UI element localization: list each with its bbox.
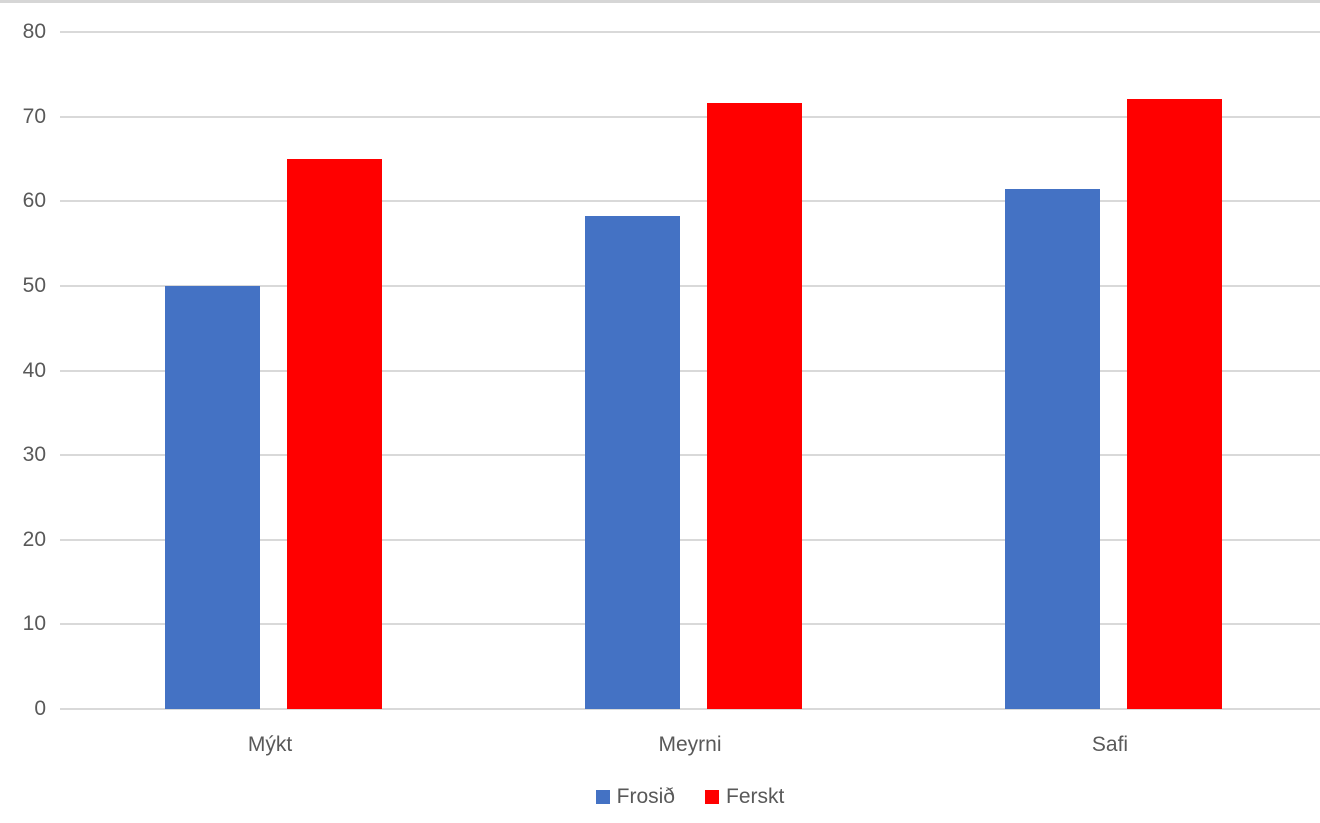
gridline-50 — [60, 284, 1320, 287]
legend-item-frosid[interactable]: Frosið — [595, 785, 675, 809]
gridline-30 — [60, 454, 1320, 457]
legend-item-ferskt[interactable]: Ferskt — [705, 785, 784, 809]
legend-label-frosid: Frosið — [616, 785, 675, 808]
bar-frosið-safi[interactable] — [1005, 188, 1100, 709]
gridline-70 — [60, 115, 1320, 118]
window-top-edge — [0, 0, 1320, 3]
y-tick-label-20: 20 — [22, 527, 46, 551]
bar-ferskt-mýkt[interactable] — [287, 158, 382, 709]
y-tick-label-40: 40 — [22, 358, 46, 382]
gridline-0 — [60, 708, 1320, 710]
bar-frosið-mýkt[interactable] — [165, 285, 260, 709]
bar-ferskt-safi[interactable] — [1127, 98, 1222, 709]
legend-label-ferskt: Ferskt — [726, 785, 785, 808]
bar-ferskt-meyrni[interactable] — [707, 103, 802, 709]
legend-swatch-frosid-icon — [595, 790, 610, 804]
y-tick-label-60: 60 — [22, 189, 46, 213]
gridline-40 — [60, 369, 1320, 372]
plot-area — [60, 31, 1320, 710]
y-tick-label-0: 0 — [34, 697, 46, 720]
gridline-10 — [60, 623, 1320, 626]
x-category-label-safi: Safi — [1091, 733, 1129, 756]
bar-frosið-meyrni[interactable] — [585, 215, 680, 709]
legend-swatch-ferskt-icon — [705, 790, 719, 804]
y-tick-label-10: 10 — [22, 612, 46, 636]
chart-legend: Frosið Ferskt — [60, 785, 1320, 809]
y-tick-label-50: 50 — [22, 273, 46, 297]
gridline-60 — [60, 200, 1320, 203]
gridline-80 — [60, 31, 1320, 33]
y-tick-label-80: 80 — [22, 20, 46, 43]
x-category-label-mýkt: Mýkt — [247, 733, 293, 756]
gridline-20 — [60, 538, 1320, 541]
x-category-label-meyrni: Meyrni — [658, 733, 722, 756]
y-tick-label-30: 30 — [22, 443, 46, 467]
y-tick-label-70: 70 — [22, 104, 46, 128]
